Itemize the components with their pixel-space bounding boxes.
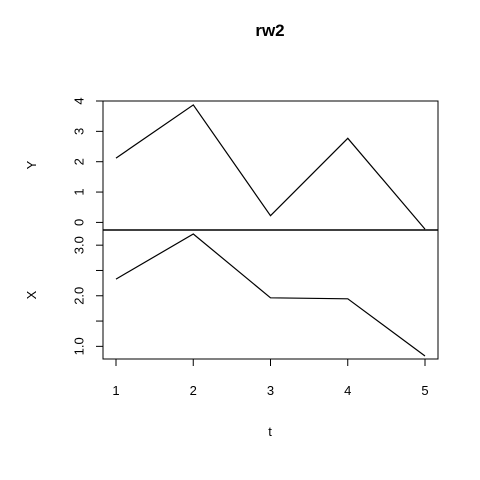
y-tick-label: 0 — [71, 219, 86, 226]
x-tick-label: 3 — [267, 383, 274, 398]
chart-title: rw2 — [255, 21, 284, 40]
y-tick-label: 3.0 — [71, 236, 86, 254]
x-axis: 1 2 3 4 5 — [112, 358, 429, 398]
series-line-X — [115, 233, 426, 357]
y-tick-label: 4 — [71, 97, 86, 104]
y-panel: 0 1 2 3 4 — [71, 97, 426, 230]
x-axis-label: t — [268, 424, 272, 439]
x-tick-label: 4 — [344, 383, 351, 398]
series-line-Y — [115, 104, 426, 230]
y-tick-label: 1.0 — [71, 337, 86, 355]
x-tick-label: 1 — [112, 383, 119, 398]
y-axis-label-bottom: X — [24, 290, 39, 299]
y-axis-label-top: Y — [24, 160, 39, 169]
x-tick-label: 2 — [190, 383, 197, 398]
x-panel: 1.0 2.0 3.0 — [71, 233, 426, 357]
y-tick-label: 2.0 — [71, 287, 86, 305]
y-tick-label: 1 — [71, 188, 86, 195]
y-tick-label: 2 — [71, 158, 86, 165]
y-tick-label: 3 — [71, 128, 86, 135]
x-tick-label: 5 — [421, 383, 428, 398]
